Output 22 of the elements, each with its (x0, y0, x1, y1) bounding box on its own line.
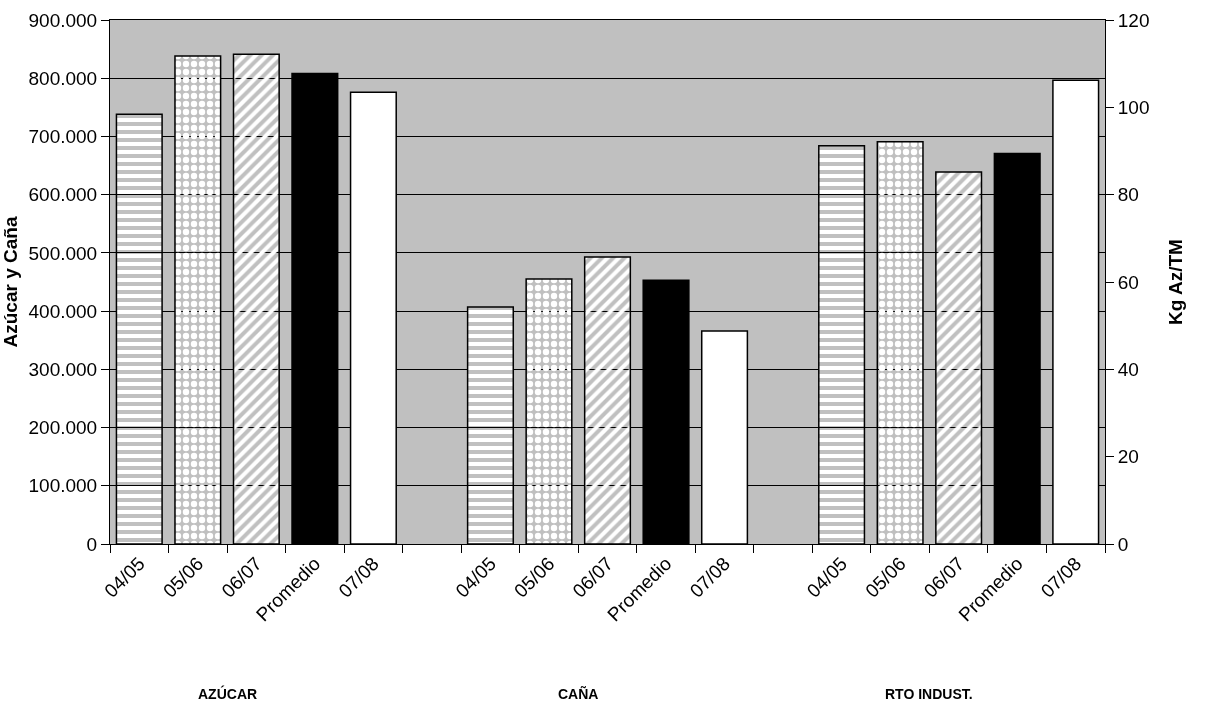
y-tick-label: 500.000 (28, 242, 98, 264)
y-tick-label: 600.000 (28, 184, 98, 206)
y-tick-label: 900.000 (28, 9, 98, 31)
y2-axis-title: Kg Az/TM (1165, 239, 1187, 325)
y2-tick-label: 20 (1117, 446, 1139, 468)
y-tick-label: 100.000 (28, 475, 98, 497)
y-tick-label: 0 (86, 533, 98, 555)
y-tick-label: 700.000 (28, 126, 98, 148)
text: RTO INDUST. (885, 686, 973, 702)
y-tick-label: 200.000 (28, 417, 98, 439)
y-tick-label: 300.000 (28, 358, 98, 380)
y-tick-label: 400.000 (28, 300, 98, 322)
text: AZÚCAR (198, 685, 258, 702)
y-axis-title: Azúcar y Caña (0, 216, 21, 348)
y2-tick-label: 80 (1117, 184, 1139, 206)
y2-tick-label: 40 (1117, 358, 1139, 380)
y2-tick-label: 0 (1117, 533, 1129, 555)
y2-tick-label: 100 (1117, 96, 1150, 118)
y2-tick-label: 120 (1117, 9, 1150, 31)
y-tick-label: 800.000 (28, 67, 98, 89)
text: CAÑA (558, 685, 599, 702)
y2-tick-label: 60 (1117, 271, 1139, 293)
